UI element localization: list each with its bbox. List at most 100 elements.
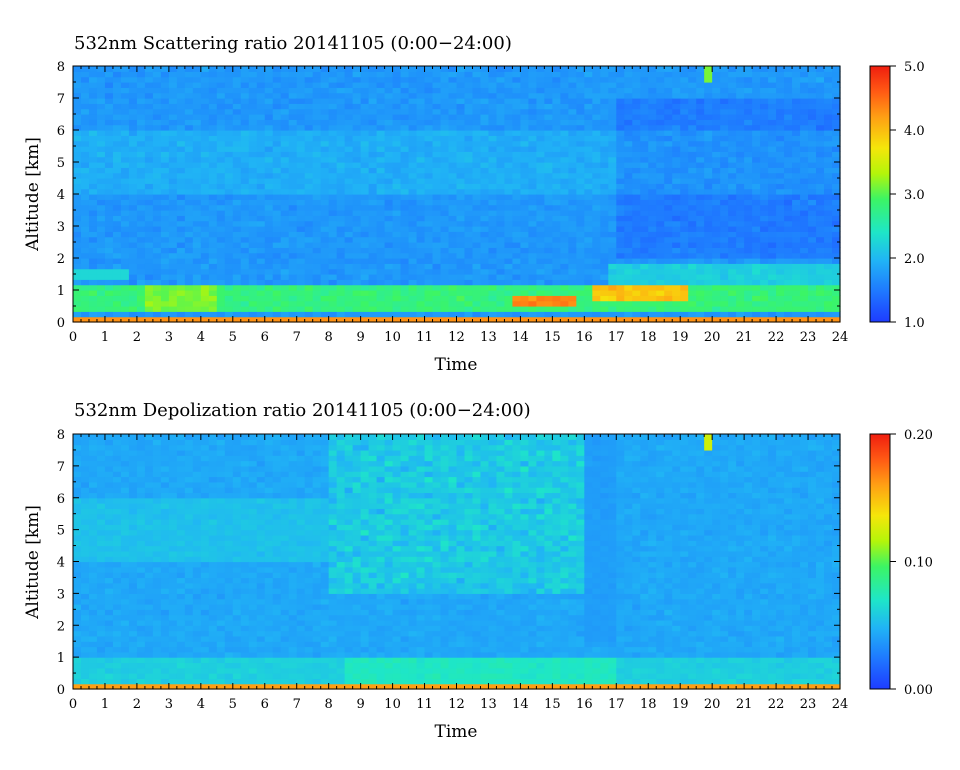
heatmap-cell [536,66,545,72]
heatmap-cell [704,316,713,323]
heatmap-cell [536,236,545,243]
heatmap-cell [88,236,98,243]
heatmap-cell [528,290,537,296]
heatmap-cell [512,156,522,163]
heatmap-cell [640,252,649,259]
heatmap-cell [296,188,306,195]
heatmap-cell [800,306,809,312]
heatmap-cell [616,156,625,163]
heatmap-cell [216,274,226,280]
heatmap-cell [336,71,346,78]
heatmap-cell [344,188,354,195]
heatmap-cell [488,204,498,211]
heatmap-cell [128,135,138,142]
heatmap-cell [800,76,809,83]
heatmap-cell [88,284,98,291]
heatmap-cell [552,92,561,99]
heatmap-cell [464,274,474,280]
heatmap-cell [96,114,106,120]
heatmap-cell [208,82,218,88]
heatmap-cell [768,247,777,254]
heatmap-cell [232,146,242,152]
heatmap-cell [104,268,114,275]
heatmap-cell [304,178,314,184]
heatmap-cell [320,204,330,211]
heatmap-cell [73,465,82,472]
heatmap-cell [424,226,434,232]
heatmap-cell [584,124,593,131]
heatmap-cell [808,247,817,254]
heatmap-cell [168,311,178,318]
heatmap-cell [73,295,82,302]
heatmap-cell [384,231,394,238]
x-tick-label: 4 [197,330,205,345]
heatmap-cell [112,204,122,211]
heatmap-cell [472,300,482,307]
heatmap-cell [232,252,242,259]
heatmap-cell [392,279,402,286]
heatmap-cell [336,167,346,174]
heatmap-cell [576,226,585,232]
heatmap-cell [288,247,298,254]
heatmap-cell [648,231,657,238]
heatmap-cell [176,252,186,259]
heatmap-cell [704,231,713,238]
heatmap-cell [736,210,745,216]
heatmap-cell [408,300,418,307]
heatmap-cell [528,172,537,179]
heatmap-cell [712,146,721,152]
heatmap-cell [120,258,130,264]
heatmap-cell [224,114,234,120]
heatmap-cell [520,178,530,184]
heatmap-cell [112,311,122,318]
heatmap-cell [624,284,633,291]
heatmap-cell [304,220,314,227]
heatmap-cell [416,162,426,168]
heatmap-cell [832,215,841,222]
heatmap-cell [120,295,130,302]
heatmap-cell [424,98,434,104]
heatmap-cell [376,92,386,99]
heatmap-cell [832,108,841,115]
heatmap-cell [408,135,418,142]
heatmap-cell [488,82,498,88]
heatmap-cell [160,178,170,184]
heatmap-cell [544,194,553,200]
heatmap-cell [248,252,258,259]
heatmap-cell [552,140,561,147]
heatmap-cell [480,103,490,110]
heatmap-cell [168,231,178,238]
heatmap-cell [376,295,386,302]
heatmap-cell [232,210,242,216]
heatmap-cell [288,92,298,99]
heatmap-cell [96,306,106,312]
heatmap-cell [464,183,474,190]
heatmap-cell [768,87,777,94]
heatmap-cell [752,183,761,190]
heatmap-cell [672,76,681,83]
heatmap-cell [752,103,761,110]
heatmap-cell [216,146,226,152]
heatmap-cell [560,167,569,174]
heatmap-cell [360,236,370,243]
heatmap-cell [120,204,130,211]
heatmap-cell [144,87,154,94]
heatmap-cell [736,183,745,190]
heatmap-cell [432,146,442,152]
heatmap-cell [472,130,482,136]
heatmap-cell [608,162,617,168]
heatmap-cell [280,146,290,152]
heatmap-cell [624,279,633,286]
heatmap-cell [584,242,593,248]
heatmap-cell [224,263,234,270]
heatmap-cell [632,199,641,206]
heatmap-cell [200,71,210,78]
heatmap-cell [192,162,202,168]
heatmap-cell [216,268,226,275]
heatmap-cell [73,635,82,642]
heatmap-cell [736,290,745,296]
heatmap-cell [536,76,545,83]
heatmap-cell [760,316,769,323]
heatmap-cell [392,204,402,211]
heatmap-cell [688,295,697,302]
